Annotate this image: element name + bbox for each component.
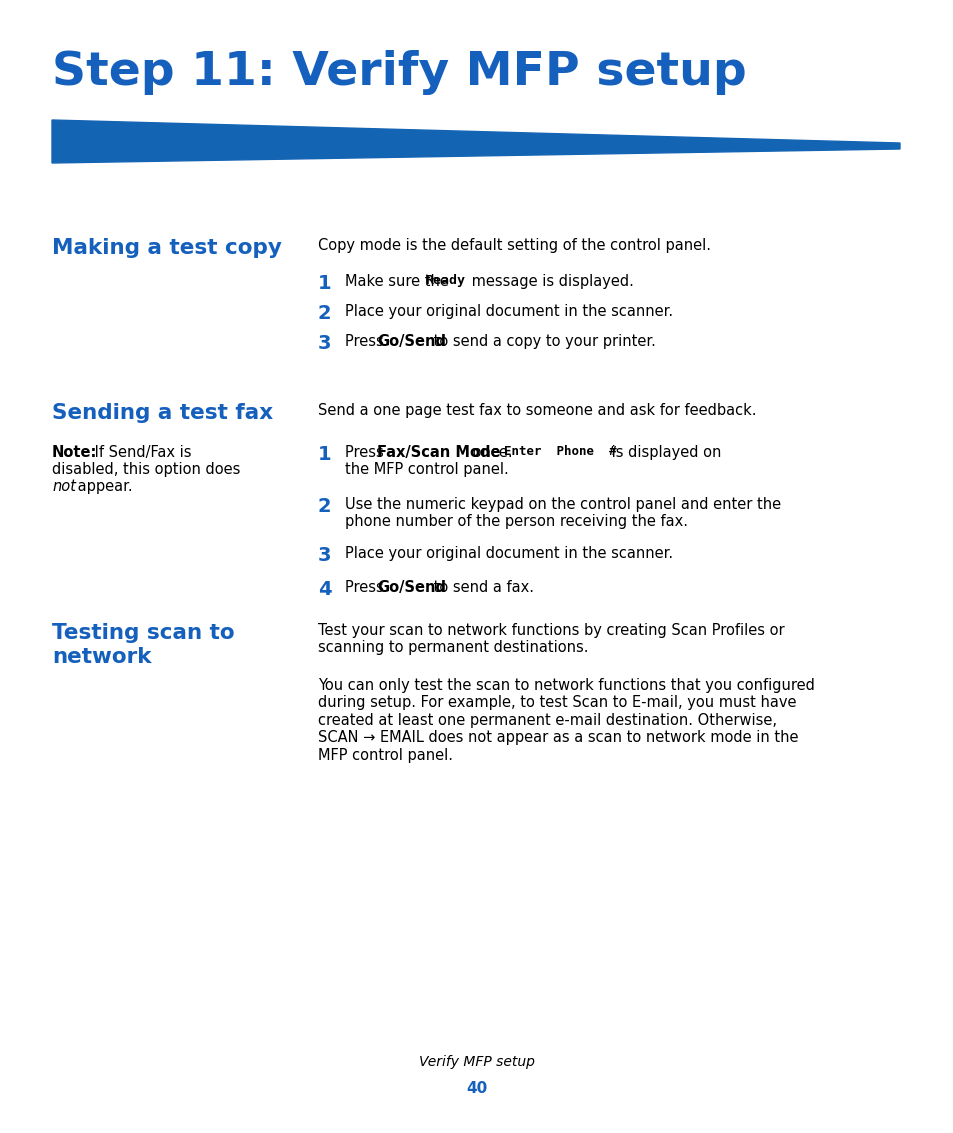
Text: 1: 1: [317, 274, 332, 293]
Text: 40: 40: [466, 1081, 487, 1096]
Text: Verify MFP setup: Verify MFP setup: [418, 1055, 535, 1070]
Text: Ready: Ready: [424, 274, 464, 287]
Text: Testing scan to: Testing scan to: [52, 623, 234, 644]
Text: 3: 3: [317, 334, 331, 353]
Text: 2: 2: [317, 304, 332, 323]
Text: disabled, this option does: disabled, this option does: [52, 462, 240, 477]
Text: Place your original document in the scanner.: Place your original document in the scan…: [345, 546, 673, 561]
Text: to send a fax.: to send a fax.: [429, 580, 534, 595]
Text: Press: Press: [345, 445, 388, 460]
Polygon shape: [52, 120, 899, 163]
Text: Sending a test fax: Sending a test fax: [52, 403, 273, 423]
Text: phone number of the person receiving the fax.: phone number of the person receiving the…: [345, 514, 687, 529]
Text: Go/Send: Go/Send: [376, 334, 446, 349]
Text: Making a test copy: Making a test copy: [52, 238, 281, 258]
Text: message is displayed.: message is displayed.: [467, 274, 633, 289]
Text: 2: 2: [317, 497, 332, 516]
Text: 3: 3: [317, 546, 331, 565]
Text: Enter  Phone  #: Enter Phone #: [503, 445, 616, 458]
Text: Note:: Note:: [52, 445, 97, 460]
Text: is displayed on: is displayed on: [606, 445, 720, 460]
Text: You can only test the scan to network functions that you configured
during setup: You can only test the scan to network fu…: [317, 678, 814, 763]
Text: Press: Press: [345, 334, 388, 349]
Text: Make sure the: Make sure the: [345, 274, 453, 289]
Text: Step 11: Verify MFP setup: Step 11: Verify MFP setup: [52, 50, 746, 95]
Text: If Send/Fax is: If Send/Fax is: [90, 445, 192, 460]
Text: network: network: [52, 647, 152, 667]
Text: once.: once.: [468, 445, 517, 460]
Text: appear.: appear.: [73, 479, 132, 494]
Text: Test your scan to network functions by creating Scan Profiles or
scanning to per: Test your scan to network functions by c…: [317, 623, 783, 655]
Text: not: not: [52, 479, 76, 494]
Text: Go/Send: Go/Send: [376, 580, 446, 595]
Text: Fax/Scan Mode: Fax/Scan Mode: [376, 445, 500, 460]
Text: Press: Press: [345, 580, 388, 595]
Text: Send a one page test fax to someone and ask for feedback.: Send a one page test fax to someone and …: [317, 403, 756, 418]
Text: Use the numeric keypad on the control panel and enter the: Use the numeric keypad on the control pa…: [345, 497, 781, 512]
Text: the MFP control panel.: the MFP control panel.: [345, 462, 508, 477]
Text: Place your original document in the scanner.: Place your original document in the scan…: [345, 304, 673, 320]
Text: to send a copy to your printer.: to send a copy to your printer.: [429, 334, 656, 349]
Text: 1: 1: [317, 445, 332, 465]
Text: 4: 4: [317, 580, 332, 599]
Text: Copy mode is the default setting of the control panel.: Copy mode is the default setting of the …: [317, 238, 710, 253]
